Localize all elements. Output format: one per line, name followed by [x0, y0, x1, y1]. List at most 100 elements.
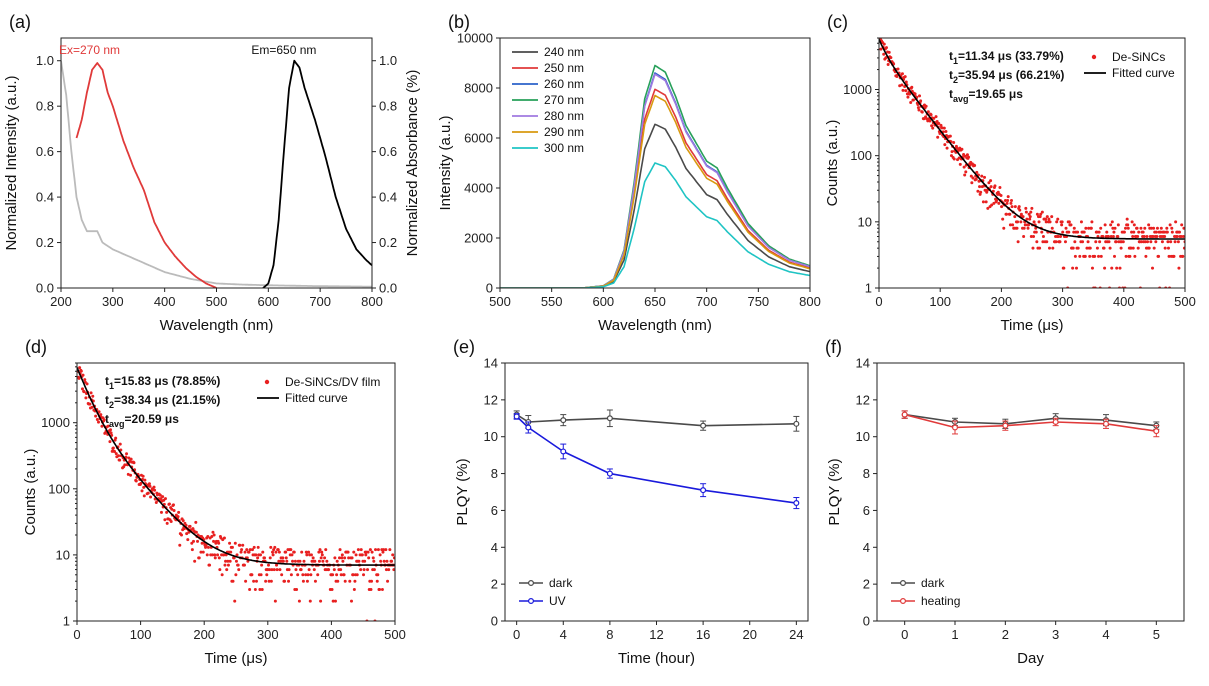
data-point: [339, 568, 343, 572]
series-line: [500, 94, 810, 288]
data-point: [1056, 235, 1060, 239]
annotation-value: =20.59 μs: [125, 412, 180, 426]
legend-label: 240 nm: [544, 45, 584, 59]
data-point: [226, 563, 230, 567]
data-point: [90, 405, 94, 409]
data-point: [884, 46, 888, 50]
data-point: [194, 530, 198, 534]
data-point: [1170, 230, 1174, 234]
data-point: [1038, 246, 1042, 250]
legend-label: dark: [549, 576, 573, 590]
data-point: [1143, 240, 1147, 244]
data-point: [1094, 240, 1098, 244]
data-point: [276, 548, 280, 552]
annotation-subscript: 2: [109, 400, 114, 410]
data-point: [355, 573, 359, 577]
data-point: [142, 485, 146, 489]
data-point: [273, 545, 277, 549]
data-point: [560, 448, 567, 455]
data-point: [1101, 235, 1105, 239]
data-point: [190, 548, 194, 552]
x-tick-label: 700: [309, 294, 331, 309]
data-point: [971, 176, 975, 180]
y-tick-label: 1000: [843, 82, 872, 97]
panel-a: 200 300 400 500 600 700 8000.0 0.00.2 0.20.4 0.40…: [3, 12, 421, 334]
data-point: [1035, 212, 1039, 216]
data-point: [984, 200, 988, 204]
data-point: [940, 126, 944, 130]
data-point: [1157, 254, 1161, 258]
data-point: [1082, 230, 1086, 234]
data-point: [1067, 230, 1071, 234]
x-tick-label: 0: [513, 627, 520, 642]
data-point: [366, 568, 370, 572]
fit-annotation: tavg=19.65 μs: [949, 87, 1023, 104]
data-point: [1021, 215, 1025, 219]
x-tick-label: 750: [747, 294, 769, 309]
data-point: [1088, 254, 1092, 258]
y-tick-label: 14: [484, 356, 498, 371]
data-point: [1047, 217, 1051, 221]
data-point: [1009, 199, 1013, 203]
data-point: [1112, 230, 1116, 234]
data-point: [309, 553, 313, 557]
data-point: [188, 524, 192, 528]
data-point: [952, 424, 959, 431]
data-point: [327, 568, 331, 572]
data-point: [952, 141, 956, 145]
data-point: [1151, 266, 1155, 270]
data-point: [1098, 240, 1102, 244]
data-point: [308, 599, 312, 603]
data-point: [1069, 223, 1073, 227]
data-point: [1154, 240, 1158, 244]
data-point: [1048, 220, 1052, 224]
series-line: [500, 123, 810, 288]
data-point: [343, 556, 347, 560]
annotation-prefix: t: [105, 412, 109, 426]
y-tick-label: 6000: [464, 131, 493, 146]
data-point: [1019, 212, 1023, 216]
data-point: [1132, 230, 1136, 234]
data-point: [1030, 206, 1034, 210]
data-point: [352, 550, 356, 554]
data-point: [1045, 240, 1049, 244]
data-point: [253, 587, 257, 591]
series-line: [516, 413, 797, 427]
data-point: [1124, 254, 1128, 258]
data-point: [1181, 254, 1185, 258]
legend-label: 260 nm: [544, 77, 584, 91]
data-point: [931, 126, 935, 130]
data-point: [324, 548, 328, 552]
data-point: [999, 193, 1003, 197]
data-point: [213, 556, 217, 560]
data-point: [305, 553, 309, 557]
data-point: [231, 579, 235, 583]
y-right-tick-label: 0.2: [379, 235, 397, 250]
data-point: [919, 99, 923, 103]
data-point: [1038, 215, 1042, 219]
x-tick-label: 800: [361, 294, 383, 309]
data-point: [937, 122, 941, 126]
x-tick-label: 400: [154, 294, 176, 309]
x-tick-label: 8: [606, 627, 613, 642]
data-point: [1135, 226, 1139, 230]
data-point: [1022, 226, 1026, 230]
data-point: [1122, 230, 1126, 234]
y-tick-label: 0.0: [36, 281, 54, 296]
data-point: [1060, 220, 1064, 224]
data-point: [94, 414, 98, 418]
data-point: [1022, 235, 1026, 239]
data-point: [1124, 226, 1128, 230]
data-point: [1181, 235, 1185, 239]
data-point: [1109, 223, 1113, 227]
data-point: [1131, 246, 1135, 250]
data-point: [316, 573, 320, 577]
x-axis-label: Wavelength (nm): [160, 317, 274, 334]
data-point: [313, 579, 317, 583]
data-point: [290, 553, 294, 557]
data-point: [1032, 235, 1036, 239]
data-point: [297, 599, 301, 603]
data-point: [81, 373, 85, 377]
data-point: [192, 539, 196, 543]
data-point: [378, 553, 382, 557]
